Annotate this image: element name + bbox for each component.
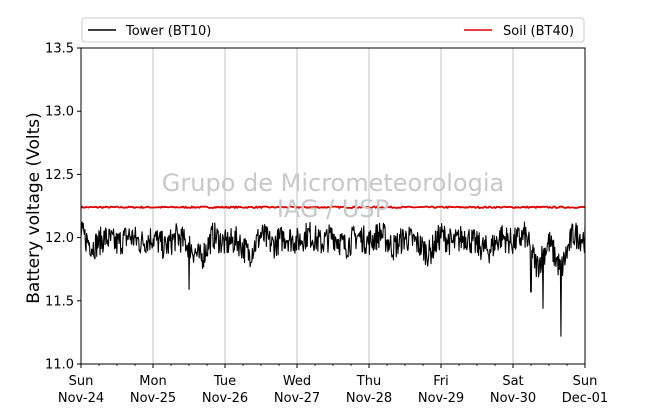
x-tick-label-date: Nov-25 xyxy=(130,391,176,406)
x-tick-label-day: Sun xyxy=(573,374,598,389)
y-tick-label: 13.5 xyxy=(45,42,74,57)
series-layer xyxy=(80,205,586,337)
legend-label-soil: Soil (BT40) xyxy=(503,24,574,39)
series-line-soil xyxy=(80,205,586,210)
x-tick-label-date: Nov-29 xyxy=(418,391,464,406)
x-tick-label-date: Nov-28 xyxy=(346,391,392,406)
watermark: Grupo de Micrometeorologia IAG / USP xyxy=(162,169,504,223)
watermark-line-1: Grupo de Micrometeorologia xyxy=(162,169,504,197)
x-tick-label-day: Thu xyxy=(356,374,381,389)
x-tick-label-date: Nov-24 xyxy=(58,391,104,406)
x-tick-label-day: Tue xyxy=(213,374,236,389)
series-line-tower xyxy=(80,221,586,337)
x-axis: Sun Nov-24 Mon Nov-25 Tue Nov-26 Wed Nov-27 Thu N… xyxy=(58,364,608,406)
y-axis-title: Battery voltage (Volts) xyxy=(24,112,44,303)
legend-label-tower: Tower (BT10) xyxy=(125,24,211,39)
legend: Tower (BT10) Soil (BT40) xyxy=(81,17,585,43)
y-tick-label: 12.0 xyxy=(45,231,74,246)
y-tick-label: 13.0 xyxy=(45,105,74,120)
x-tick-label-date: Nov-26 xyxy=(202,391,248,406)
x-tick-label-date: Dec-01 xyxy=(562,391,608,406)
y-tick-label: 11.0 xyxy=(45,358,74,373)
x-tick-label-day: Mon xyxy=(139,374,166,389)
x-tick-label-date: Nov-30 xyxy=(490,391,536,406)
y-tick-label: 12.5 xyxy=(45,168,74,183)
y-axis: 11.0 11.5 12.0 12.5 13.0 13.5 xyxy=(45,42,81,373)
y-tick-label: 11.5 xyxy=(45,294,74,309)
x-tick-label-day: Fri xyxy=(433,374,449,389)
x-tick-label-day: Sun xyxy=(69,374,94,389)
x-tick-label-day: Sat xyxy=(502,374,523,389)
legend-box xyxy=(81,17,585,43)
watermark-line-2: IAG / USP xyxy=(277,195,389,223)
x-tick-label-day: Wed xyxy=(283,374,311,389)
x-tick-label-date: Nov-27 xyxy=(274,391,320,406)
